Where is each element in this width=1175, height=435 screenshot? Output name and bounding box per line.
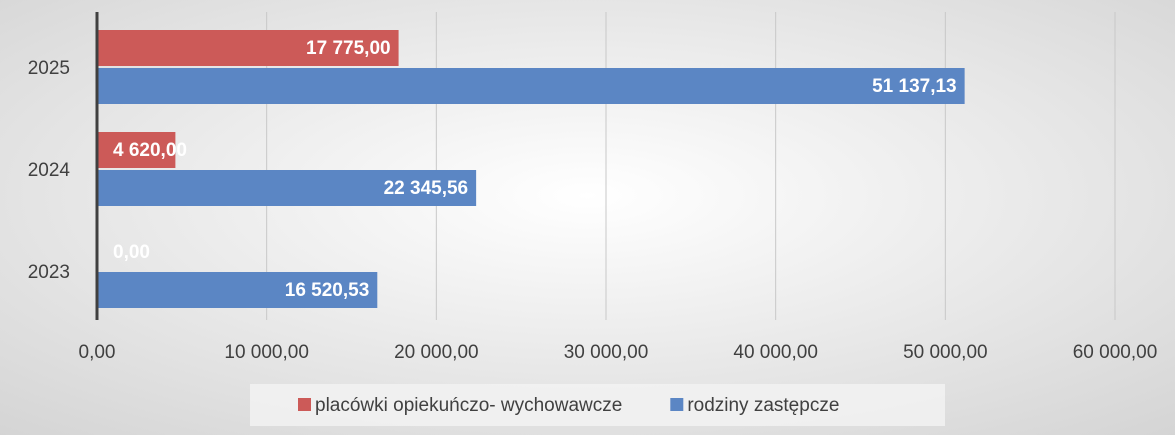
bar (97, 170, 477, 206)
legend-box (250, 384, 945, 426)
bar (97, 30, 399, 66)
x-tick-label: 40 000,00 (733, 342, 818, 363)
value-label: 17 775,00 (306, 38, 391, 59)
x-tick-label: 10 000,00 (224, 342, 309, 363)
x-tick-label: 30 000,00 (564, 342, 649, 363)
y-tick-label: 2025 (28, 58, 70, 79)
x-tick-label: 0,00 (79, 342, 116, 363)
value-label: 4 620,00 (113, 140, 187, 161)
y-tick-label: 2024 (28, 160, 71, 181)
y-tick-label: 2023 (28, 262, 70, 283)
value-label: 51 137,13 (872, 76, 957, 97)
legend-label: placówki opiekuńczo- wychowawcze (315, 395, 622, 416)
x-tick-label: 20 000,00 (394, 342, 479, 363)
x-tick-label: 60 000,00 (1073, 342, 1158, 363)
value-label: 22 345,56 (384, 178, 469, 199)
legend-swatch (298, 398, 311, 411)
value-label: 0,00 (113, 242, 150, 263)
bar (97, 272, 378, 308)
bar (97, 132, 176, 168)
bar (97, 68, 965, 104)
value-label: 16 520,53 (285, 280, 370, 301)
legend-label: rodziny zastępcze (687, 395, 839, 416)
x-tick-label: 50 000,00 (903, 342, 988, 363)
legend-swatch (670, 398, 684, 411)
